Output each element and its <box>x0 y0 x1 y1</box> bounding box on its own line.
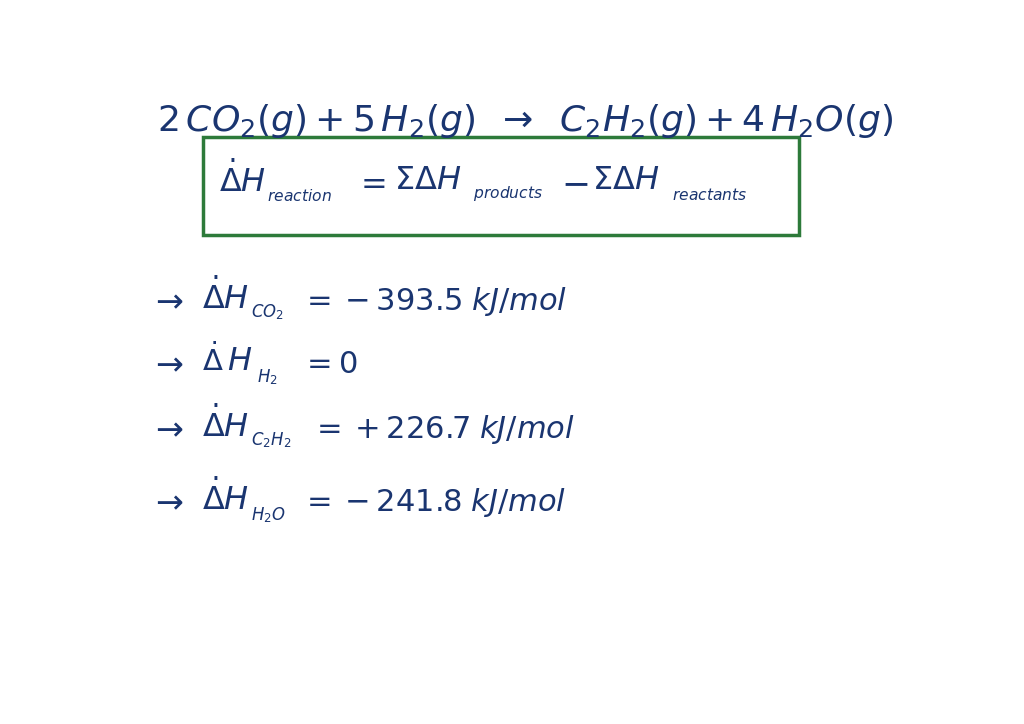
Text: $\rightarrow$: $\rightarrow$ <box>150 348 184 381</box>
Text: $_{reaction}$: $_{reaction}$ <box>267 182 332 204</box>
Text: $= +226.7\;kJ/mol$: $= +226.7\;kJ/mol$ <box>310 413 574 446</box>
Text: $_{C_2H_2}$: $_{C_2H_2}$ <box>251 429 292 451</box>
Text: $= 0$: $= 0$ <box>301 349 357 380</box>
Text: $\rightarrow$: $\rightarrow$ <box>150 413 184 446</box>
Text: $H$: $H$ <box>227 346 252 377</box>
Text: $\Sigma\Delta H$: $\Sigma\Delta H$ <box>394 165 461 195</box>
Text: $=$: $=$ <box>354 167 386 198</box>
Text: $\dot{\Delta}H$: $\dot{\Delta}H$ <box>202 406 249 445</box>
Text: $_{reactants}$: $_{reactants}$ <box>672 182 748 204</box>
Text: $\dot{\Delta}H$: $\dot{\Delta}H$ <box>202 278 249 316</box>
Text: $\dot{\Delta}$: $\dot{\Delta}$ <box>202 343 223 377</box>
Text: $= -241.8\;kJ/mol$: $= -241.8\;kJ/mol$ <box>301 486 566 518</box>
Text: $_{CO_2}$: $_{CO_2}$ <box>251 300 284 323</box>
Text: $2\,CO_2(g) + 5\,H_2(g)$$\;\; \rightarrow \;\;$$C_2H_2(g) + 4\,H_2O(g)$: $2\,CO_2(g) + 5\,H_2(g)$$\;\; \rightarro… <box>157 102 893 140</box>
Text: $\dot{\Delta}H$: $\dot{\Delta}H$ <box>219 161 266 199</box>
Text: $\dot{\Delta}H$: $\dot{\Delta}H$ <box>202 479 249 517</box>
Text: $\Sigma\Delta H$: $\Sigma\Delta H$ <box>592 165 659 195</box>
Text: $= -393.5\;kJ/mol$: $= -393.5\;kJ/mol$ <box>301 285 567 318</box>
Bar <box>204 137 799 235</box>
Text: $\rightarrow$: $\rightarrow$ <box>150 285 184 318</box>
Text: $_{products}$: $_{products}$ <box>473 182 544 204</box>
Text: $\rightarrow$: $\rightarrow$ <box>150 487 184 518</box>
Text: $-$: $-$ <box>560 166 588 200</box>
Text: $_{H_2O}$: $_{H_2O}$ <box>251 503 286 526</box>
Text: $_{H_2}$: $_{H_2}$ <box>257 366 279 388</box>
